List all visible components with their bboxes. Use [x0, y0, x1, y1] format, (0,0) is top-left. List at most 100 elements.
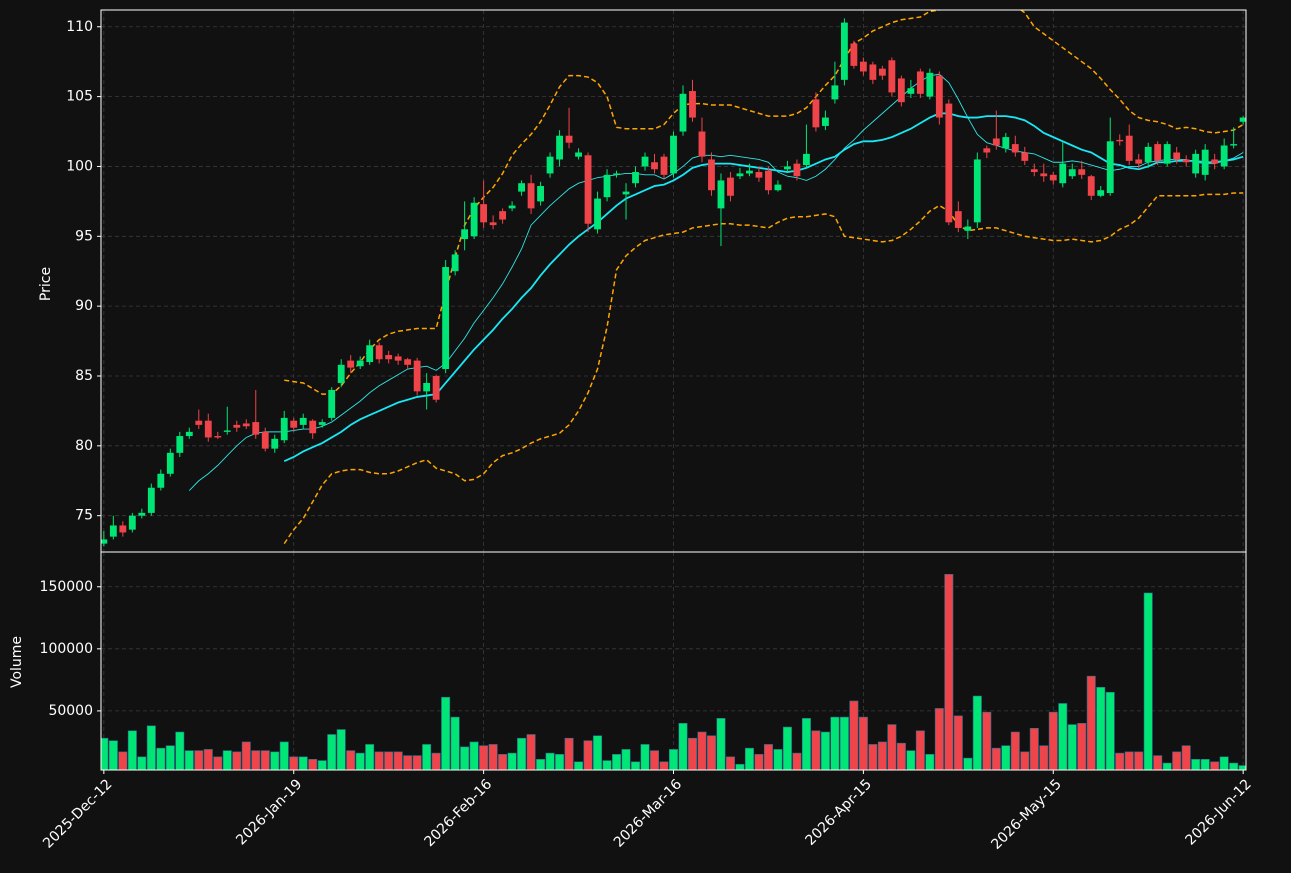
candle-body [518, 183, 526, 192]
volume-bar [555, 754, 565, 770]
candle-body [1030, 169, 1038, 173]
y-tick-label: 105 [66, 89, 93, 105]
candle-body [204, 420, 212, 438]
candle-body [101, 539, 108, 544]
volume-bar [839, 716, 849, 770]
indicator-line [283, 192, 1244, 545]
volume-bar [706, 735, 716, 770]
volume-bar [773, 749, 783, 770]
candle-body [878, 68, 886, 76]
volume-bar [146, 725, 156, 770]
volume-bar [1162, 762, 1172, 770]
volume-bar [688, 737, 697, 770]
candle-body [945, 103, 953, 223]
candle-body [821, 117, 829, 126]
volume-bar [982, 711, 992, 770]
candle-body [176, 436, 184, 453]
volume-bar [498, 754, 508, 770]
indicator-line [188, 73, 1244, 491]
candle-body [983, 148, 991, 153]
y-axis-label: Price [38, 267, 54, 301]
candle-body [1211, 159, 1219, 164]
volume-bar [101, 737, 109, 770]
y-tick-label: 75 [75, 508, 93, 524]
volume-bar [1048, 711, 1058, 770]
candle-body [689, 91, 696, 118]
volume-bar [725, 756, 735, 770]
candle-body [632, 172, 639, 184]
candle-body [1097, 190, 1105, 196]
candle-body [1040, 173, 1048, 177]
volume-bar [963, 757, 973, 770]
volume-bar [507, 752, 517, 770]
candle-body [242, 423, 250, 427]
candle-body [299, 417, 307, 425]
candle-body [708, 159, 715, 191]
volume-bar [678, 723, 688, 770]
volume-bar [659, 761, 669, 770]
volume-bar [488, 744, 498, 770]
volume-bar [1039, 745, 1049, 770]
volume-bar [1238, 765, 1246, 770]
candle-body [337, 364, 345, 383]
volume-bar [1134, 751, 1144, 770]
candle-body [480, 204, 488, 223]
candle-body [1021, 152, 1029, 161]
candle-body [394, 356, 402, 361]
volume-bar [953, 715, 963, 770]
volume-bar [260, 750, 270, 770]
volume-bar [1143, 592, 1153, 770]
volume-bar [393, 751, 403, 770]
candle-body [651, 162, 658, 170]
candle-body [907, 88, 915, 94]
volume-bar [1200, 759, 1210, 770]
candle-body [423, 382, 431, 392]
candle-body [565, 135, 573, 143]
candle-body [280, 417, 288, 441]
volume-bar [593, 735, 603, 770]
candle-body [119, 525, 127, 533]
volume-bar [574, 761, 584, 770]
candle-body [223, 430, 231, 432]
candle-body [461, 229, 469, 240]
volume-bar [355, 752, 365, 770]
candle-body [1049, 174, 1057, 181]
candle-body [166, 452, 174, 474]
candle-body [784, 166, 791, 170]
volume-bar [754, 754, 764, 770]
candle-body [375, 345, 383, 360]
candle-body [546, 156, 554, 174]
volume-bar [669, 749, 678, 770]
candle-body [1182, 159, 1190, 163]
volume-bar [763, 744, 773, 770]
volume-bar [1229, 762, 1239, 770]
volume-bar [289, 756, 299, 770]
volume-bar [1096, 687, 1106, 770]
candle-body [109, 525, 117, 537]
y-tick-label: 85 [75, 368, 93, 384]
volume-bar [782, 726, 792, 770]
volume-bar [194, 750, 204, 770]
candle-body [670, 135, 677, 174]
candle-body [499, 211, 507, 220]
volume-bar [469, 741, 479, 770]
volume-bar [222, 750, 232, 770]
volume-bar [279, 741, 289, 770]
candle-body [470, 202, 478, 237]
volume-bar [1077, 723, 1087, 770]
candle-body [1173, 152, 1181, 160]
volume-bar [877, 741, 887, 770]
candle-body [233, 424, 241, 428]
candle-body [356, 360, 364, 367]
volume-bar [991, 747, 1001, 770]
volume-bar [403, 755, 413, 770]
candle-body [1087, 176, 1095, 196]
volume-bar [697, 731, 707, 770]
volume-bar [327, 734, 337, 770]
y-tick-label: 100000 [40, 641, 93, 657]
volume-bar [108, 740, 118, 770]
volume-bar [830, 716, 840, 770]
volume-bar [811, 730, 821, 770]
candle-body [1135, 159, 1143, 164]
volume-bar [241, 741, 251, 770]
